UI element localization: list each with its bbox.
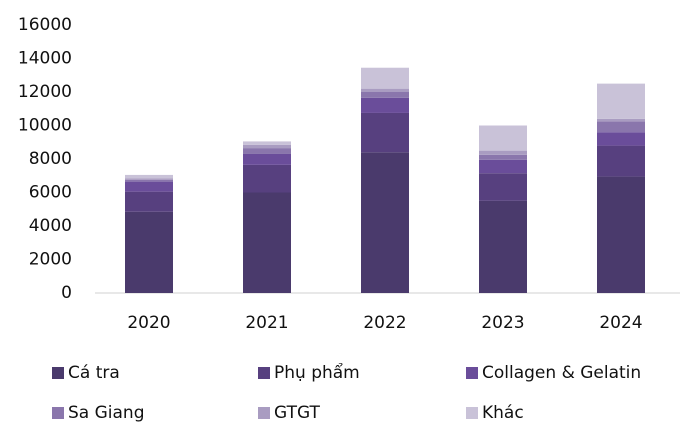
bar-segment	[125, 178, 173, 180]
bar-segment	[479, 125, 527, 151]
legend-swatch	[466, 407, 478, 419]
bar-segment	[125, 179, 173, 182]
bar-segment	[361, 88, 409, 92]
bar-segment	[125, 181, 173, 192]
bar-segment	[597, 145, 645, 177]
y-tick-label: 12000	[18, 82, 72, 102]
bar-segment	[125, 191, 173, 212]
bar-segment	[479, 159, 527, 174]
bar-segment	[243, 144, 291, 149]
bar-segment	[479, 154, 527, 160]
bar-segment	[479, 173, 527, 201]
bar-segment	[597, 118, 645, 122]
bar-segment	[361, 97, 409, 113]
y-tick-label: 2000	[29, 250, 72, 270]
x-tick-label: 2020	[127, 313, 170, 333]
bar-segment	[597, 176, 645, 293]
bar-segment	[361, 92, 409, 98]
legend-swatch	[258, 367, 270, 379]
bar-segment	[479, 150, 527, 155]
bar-segment	[479, 200, 527, 293]
bar-segment	[243, 148, 291, 154]
bar-segment	[361, 152, 409, 293]
legend-swatch	[258, 407, 270, 419]
legend-label: Collagen & Gelatin	[482, 363, 641, 383]
legend-swatch	[52, 407, 64, 419]
legend-swatch	[466, 367, 478, 379]
bar-segment	[597, 132, 645, 146]
bar-segment	[125, 211, 173, 293]
bar-segment	[125, 174, 173, 179]
y-tick-label: 6000	[29, 183, 72, 203]
bar-segment	[243, 192, 291, 293]
y-tick-label: 4000	[29, 216, 72, 236]
y-tick-label: 14000	[18, 49, 72, 69]
bar-segment	[361, 67, 409, 89]
legend-label: Cá tra	[68, 363, 120, 383]
y-tick-label: 16000	[18, 15, 72, 35]
bar-segment	[597, 83, 645, 119]
y-tick-label: 10000	[18, 116, 72, 136]
x-tick-label: 2023	[481, 313, 524, 333]
legend-label: Phụ phẩm	[274, 362, 360, 383]
y-tick-label: 0	[61, 283, 72, 303]
bar-segment	[243, 153, 291, 165]
x-tick-label: 2024	[599, 313, 642, 333]
bar-segment	[361, 112, 409, 153]
bar-segment	[243, 141, 291, 145]
x-tick-label: 2021	[245, 313, 288, 333]
legend-label: GTGT	[274, 403, 321, 423]
legend-label: Khác	[482, 403, 524, 423]
bar-segment	[597, 121, 645, 133]
bar-segment	[243, 164, 291, 193]
y-tick-label: 8000	[29, 149, 72, 169]
legend-swatch	[52, 367, 64, 379]
legend-label: Sa Giang	[68, 403, 145, 423]
x-tick-label: 2022	[363, 313, 406, 333]
